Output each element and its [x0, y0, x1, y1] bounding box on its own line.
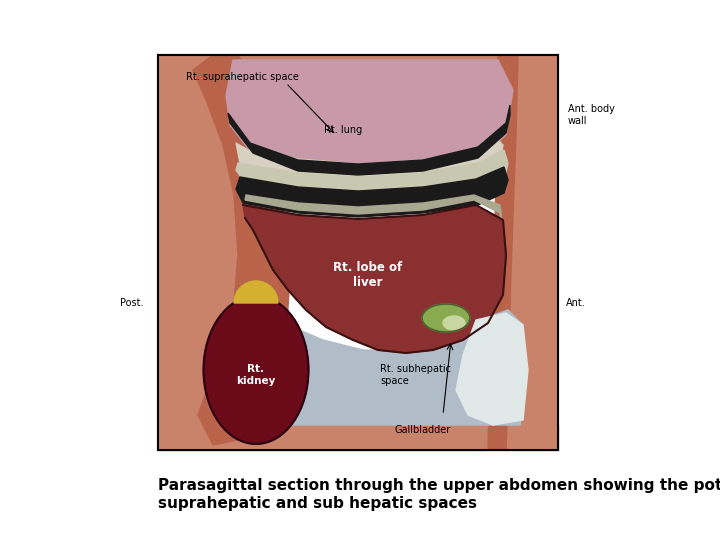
Polygon shape	[193, 55, 290, 445]
Polygon shape	[228, 105, 510, 175]
Polygon shape	[158, 425, 558, 450]
Polygon shape	[158, 55, 280, 450]
Ellipse shape	[422, 304, 470, 332]
Bar	[158, 55, 558, 450]
Polygon shape	[276, 310, 526, 425]
Text: Gallbladder: Gallbladder	[395, 425, 451, 435]
Polygon shape	[226, 60, 513, 177]
Polygon shape	[488, 55, 518, 450]
Text: Rt. lobe of
liver: Rt. lobe of liver	[333, 261, 402, 289]
Ellipse shape	[204, 296, 308, 444]
Bar	[158, 55, 558, 450]
Polygon shape	[498, 55, 558, 450]
Text: Ant.: Ant.	[566, 298, 586, 308]
Ellipse shape	[443, 316, 465, 330]
Text: Rt. subhepatic
space: Rt. subhepatic space	[380, 364, 451, 386]
Text: suprahepatic and sub hepatic spaces: suprahepatic and sub hepatic spaces	[158, 496, 477, 511]
Text: Rt.
kidney: Rt. kidney	[236, 364, 276, 386]
Polygon shape	[236, 150, 508, 193]
Text: Post.: Post.	[120, 298, 143, 308]
Wedge shape	[234, 281, 278, 303]
Polygon shape	[236, 140, 503, 177]
Polygon shape	[158, 55, 558, 145]
Text: Ant. body
wall: Ant. body wall	[568, 104, 615, 126]
Polygon shape	[236, 167, 508, 217]
Text: Rt. suprahepatic space: Rt. suprahepatic space	[186, 72, 299, 82]
Polygon shape	[243, 205, 506, 353]
Text: Rt. lung: Rt. lung	[324, 125, 362, 135]
Text: Parasagittal section through the upper abdomen showing the potential right: Parasagittal section through the upper a…	[158, 478, 720, 493]
Polygon shape	[245, 195, 503, 230]
Polygon shape	[456, 313, 528, 425]
